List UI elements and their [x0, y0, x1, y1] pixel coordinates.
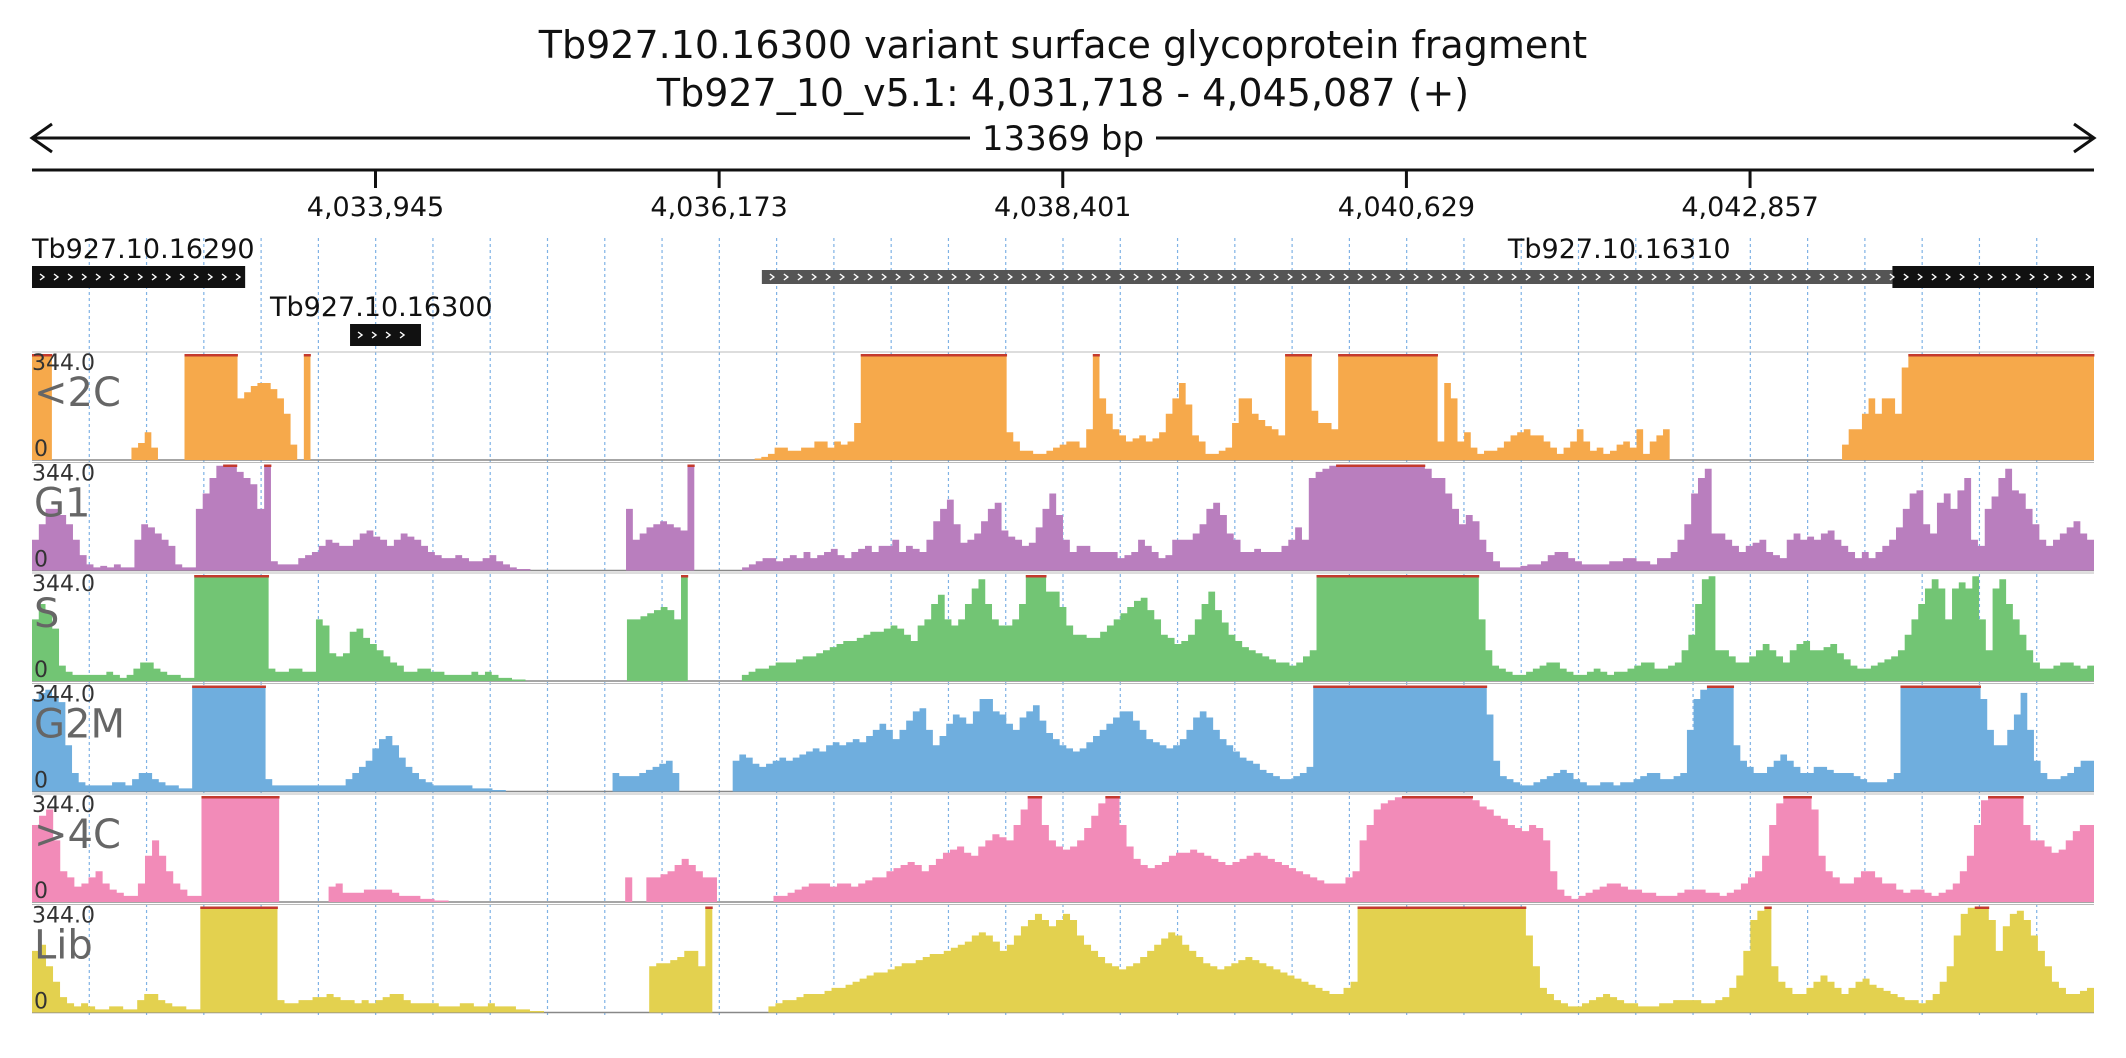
- gene-annotations: Tb927.10.16290 Tb927.10.16300 Tb927.10.163…: [31, 234, 2094, 346]
- y-min-label: 0: [34, 879, 48, 904]
- clip-markers: [223, 464, 1426, 467]
- axis-tick-label-3: 4,040,629: [1338, 192, 1475, 223]
- chart-subtitle: Tb927_10_v5.1: 4,031,718 - 4,045,087 (+): [656, 71, 1469, 115]
- chart-title: Tb927.10.16300 variant surface glycoprot…: [538, 23, 1587, 67]
- gene-1[interactable]: Tb927.10.16300: [269, 292, 493, 346]
- coverage-area-5: [32, 906, 2094, 1013]
- axis-tick-label-4: 4,042,857: [1681, 192, 1818, 223]
- clip-markers: [32, 354, 2095, 357]
- span-ruler: 13369 bp: [29, 119, 2097, 159]
- y-min-label: 0: [34, 658, 48, 683]
- y-min-label: 0: [34, 769, 48, 794]
- gene-0[interactable]: Tb927.10.16290: [31, 234, 255, 288]
- track-label-5: Lib: [34, 923, 93, 969]
- y-min-label: 0: [34, 990, 48, 1015]
- coverage-area-1: [32, 464, 2094, 571]
- coverage-tracks: <2C344.00G1344.00S344.00G2M344.00>4C344.…: [32, 351, 2095, 1015]
- track-label-0: <2C: [34, 370, 121, 416]
- span-arrow-right: [2073, 122, 2097, 154]
- y-min-label: 0: [34, 548, 48, 573]
- clip-markers: [194, 575, 1480, 578]
- coordinate-ticks: 4,033,945 4,036,173 4,038,401 4,040,629 4,04…: [307, 170, 1819, 223]
- gene-label-2: Tb927.10.16310: [1507, 234, 1731, 265]
- gene-utr-bar: [761, 270, 1893, 284]
- y-max-label: 344.0: [32, 904, 95, 929]
- y-max-label: 344.0: [32, 683, 95, 708]
- coverage-area-3: [32, 685, 2094, 792]
- axis-tick-label-2: 4,038,401: [994, 192, 1131, 223]
- y-max-label: 344.0: [32, 351, 95, 376]
- track-label-2: S: [34, 591, 59, 637]
- strand-arrows: [39, 273, 242, 281]
- gene-label-0: Tb927.10.16290: [31, 234, 255, 265]
- y-min-label: 0: [34, 437, 48, 462]
- coverage-area-4: [32, 796, 2094, 902]
- gene-bar: [32, 266, 246, 288]
- gene-label-1: Tb927.10.16300: [269, 292, 493, 323]
- coverage-area-0: [32, 354, 2094, 460]
- clip-markers: [200, 906, 1990, 909]
- track-label-4: >4C: [34, 812, 121, 858]
- strand-arrows: [357, 331, 406, 339]
- clip-markers: [201, 796, 2024, 799]
- clip-markers: [192, 685, 1981, 688]
- axis-tick-label-1: 4,036,173: [650, 192, 787, 223]
- track-label-1: G1: [34, 481, 90, 527]
- span-arrow-left: [29, 122, 53, 154]
- strand-arrows: [769, 273, 2092, 281]
- span-length-label: 13369 bp: [982, 119, 1144, 159]
- axis-tick-label-0: 4,033,945: [307, 192, 444, 223]
- track-label-3: G2M: [34, 702, 125, 748]
- gene-cds-bar: [1892, 266, 2094, 288]
- y-max-label: 344.0: [32, 572, 95, 597]
- gene-2[interactable]: Tb927.10.16310: [761, 234, 2094, 288]
- coverage-area-2: [32, 575, 2094, 681]
- y-max-label: 344.0: [32, 793, 95, 818]
- y-max-label: 344.0: [32, 462, 95, 487]
- gene-bar: [350, 324, 421, 346]
